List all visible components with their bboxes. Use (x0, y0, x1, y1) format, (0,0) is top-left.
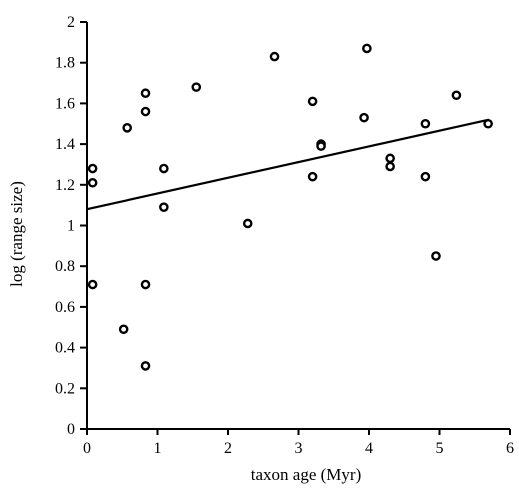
data-point (269, 51, 280, 62)
y-tick-label: 0.8 (55, 258, 75, 275)
data-point (191, 82, 202, 92)
data-point (431, 251, 441, 261)
data-point (159, 163, 169, 174)
data-point (362, 43, 372, 54)
trend-line (86, 118, 490, 211)
data-point (385, 161, 395, 172)
y-tick-label: 1 (67, 218, 75, 235)
y-tick-label: 1.2 (55, 177, 75, 194)
data-point (307, 96, 318, 107)
data-point (87, 279, 98, 290)
data-point (420, 171, 431, 182)
y-axis-label: log (range size) (7, 181, 26, 287)
x-tick-label: 2 (224, 440, 232, 457)
data-point (359, 112, 369, 123)
data-point (242, 218, 253, 229)
data-point (87, 177, 98, 188)
data-point (420, 118, 431, 129)
data-point (140, 279, 151, 290)
data-point (118, 324, 129, 335)
data-point (87, 163, 98, 174)
x-tick-label: 5 (436, 440, 444, 457)
data-point (159, 202, 169, 212)
y-tick-label: 0.4 (55, 340, 75, 357)
data-point (307, 171, 318, 182)
data-points (87, 43, 493, 371)
y-tick-label: 1.4 (55, 136, 75, 153)
data-point (140, 361, 151, 371)
y-tick-label: 0.6 (55, 299, 75, 316)
x-tick-label: 3 (295, 440, 303, 457)
y-tick-label: 1.6 (55, 95, 75, 112)
x-tick-label: 6 (506, 440, 514, 457)
y-tick-label: 2 (67, 14, 75, 31)
x-tick-label: 1 (154, 440, 162, 457)
data-point (140, 106, 151, 117)
y-tick-label: 0.2 (55, 380, 75, 397)
data-point (385, 153, 395, 164)
data-point (122, 123, 132, 133)
y-tick-label: 1.8 (55, 55, 75, 72)
x-tick-label: 0 (83, 440, 91, 457)
x-axis-label: taxon age (Myr) (251, 465, 361, 484)
trendline-group (86, 118, 490, 211)
x-tick-label: 4 (365, 440, 373, 457)
data-point (316, 141, 326, 151)
axes: 0 1 2 3 4 5 6 0 0.2 0.4 0.6 0.8 1 1.2 1.4 1.6 1.8 2 (55, 14, 514, 457)
y-tick-label: 0 (67, 421, 75, 438)
data-point (140, 88, 151, 99)
data-point (451, 90, 462, 101)
